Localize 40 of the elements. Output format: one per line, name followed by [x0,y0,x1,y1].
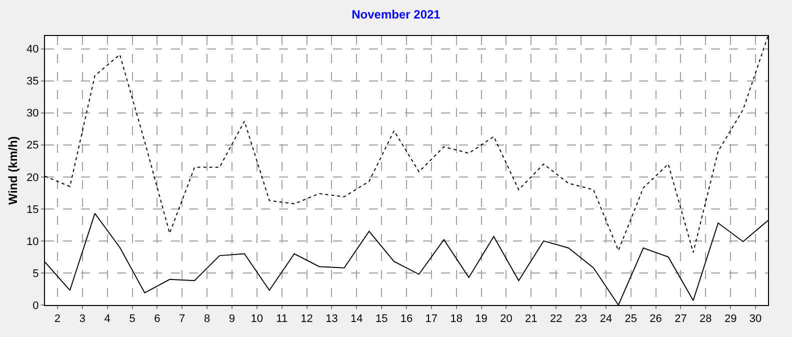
x-tick-label: 7 [179,313,186,326]
y-axis-title: Wind (km/h) [6,136,20,205]
x-tick-label: 16 [400,313,413,326]
x-tick-label: 18 [450,313,462,326]
x-tick-label: 10 [250,313,264,326]
y-tick-label: 25 [26,140,39,152]
x-tick-label: 29 [724,313,737,326]
y-tick-label: 10 [26,236,39,248]
y-tick-label: 15 [26,204,39,216]
x-tick-label: 28 [700,313,712,326]
chart-title: November 2021 [352,8,441,22]
y-tick-label: 0 [32,300,39,312]
x-tick-label: 30 [749,313,762,326]
x-tick-label: 3 [79,313,86,326]
x-tick-label: 26 [650,313,662,326]
x-tick-label: 14 [350,313,363,326]
x-tick-label: 15 [375,313,388,326]
x-tick-label: 24 [600,313,612,326]
y-tick-label: 35 [26,76,39,88]
x-tick-label: 9 [228,313,236,326]
x-tick-label: 12 [300,313,313,326]
x-tick-label: 5 [129,313,136,326]
x-tick-label: 2 [54,313,61,326]
x-tick-label: 11 [276,313,288,326]
x-tick-label: 27 [674,313,687,326]
x-tick-label: 20 [500,313,512,326]
y-tick-label: 5 [32,268,39,280]
x-tick-label: 23 [574,313,588,326]
x-tick-label: 8 [204,313,210,326]
x-tick-label: 6 [154,313,160,326]
x-tick-label: 22 [550,313,562,326]
x-tick-label: 19 [475,313,488,326]
y-tick-label: 20 [26,172,39,184]
x-tick-label: 25 [624,313,638,326]
x-tick-label: 21 [525,313,538,326]
y-tick-label: 30 [26,108,39,120]
y-tick-label: 40 [26,44,39,56]
x-tick-label: 13 [326,313,338,326]
x-tick-label: 17 [425,313,438,326]
x-tick-label: 4 [104,313,110,326]
